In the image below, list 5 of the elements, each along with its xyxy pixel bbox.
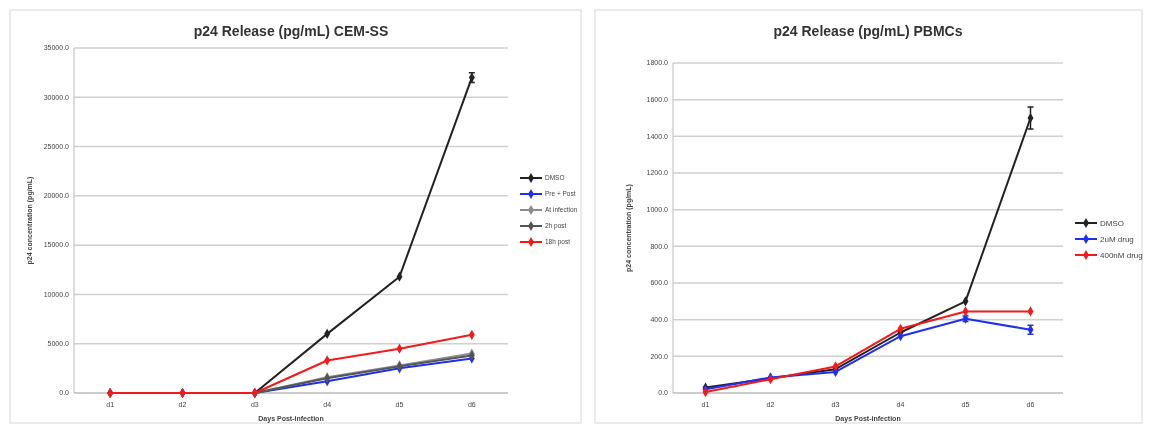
chart-title: p24 Release (pg/mL) CEM-SS <box>193 23 389 39</box>
legend-label: 400nM drug <box>1100 250 1143 260</box>
legend-label: 2uM drug <box>1100 234 1134 244</box>
legend-label: DMSO <box>1100 218 1124 228</box>
chart-title: p24 Release (pg/mL) PBMCs <box>773 23 963 39</box>
